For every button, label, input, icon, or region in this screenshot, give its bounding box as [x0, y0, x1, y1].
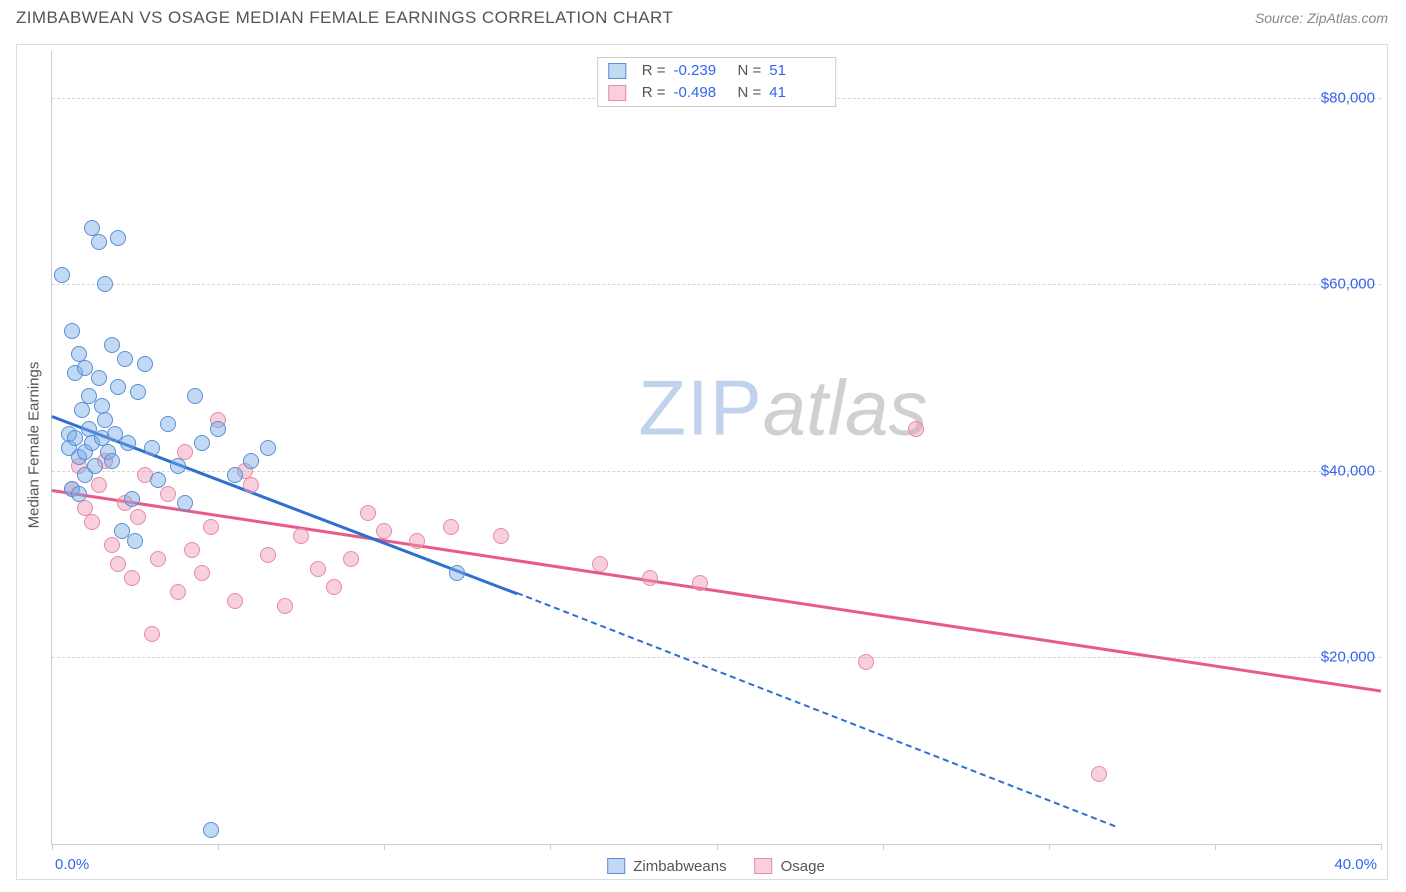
data-point: [443, 519, 459, 535]
data-point: [87, 458, 103, 474]
gridline: [52, 284, 1381, 285]
data-point: [210, 421, 226, 437]
data-point: [104, 537, 120, 553]
data-point: [203, 519, 219, 535]
data-point: [74, 402, 90, 418]
data-point: [150, 551, 166, 567]
legend-row-series-a: R = -0.239 N = 51: [608, 60, 826, 82]
data-point: [343, 551, 359, 567]
data-point: [110, 230, 126, 246]
data-point: [243, 453, 259, 469]
data-point: [184, 542, 200, 558]
y-tick-label: $80,000: [1321, 89, 1375, 106]
data-point: [120, 435, 136, 451]
legend-row-series-b: R = -0.498 N = 41: [608, 82, 826, 104]
swatch-series-b-bottom: [755, 858, 773, 874]
data-point: [493, 528, 509, 544]
y-axis-label: Median Female Earnings: [26, 362, 43, 529]
correlation-legend: R = -0.239 N = 51 R = -0.498 N = 41: [597, 57, 837, 107]
x-axis-bar: 0.0% Zimbabweans Osage 40.0%: [51, 845, 1381, 879]
data-point: [91, 370, 107, 386]
x-max-label: 40.0%: [1334, 856, 1377, 873]
data-point: [227, 593, 243, 609]
data-point: [227, 467, 243, 483]
data-point: [360, 505, 376, 521]
data-point: [127, 533, 143, 549]
data-point: [144, 626, 160, 642]
swatch-series-a: [608, 63, 626, 79]
data-point: [642, 570, 658, 586]
r-value-a: -0.239: [674, 60, 730, 82]
data-point: [203, 822, 219, 838]
data-point: [170, 458, 186, 474]
data-point: [84, 514, 100, 530]
trend-line: [52, 489, 1381, 692]
data-point: [91, 477, 107, 493]
source-attribution: Source: ZipAtlas.com: [1255, 10, 1388, 26]
legend-item-a: Zimbabweans: [607, 858, 726, 875]
data-point: [137, 356, 153, 372]
data-point: [194, 435, 210, 451]
data-point: [260, 547, 276, 563]
data-point: [124, 491, 140, 507]
y-tick-label: $40,000: [1321, 462, 1375, 479]
data-point: [376, 523, 392, 539]
data-point: [104, 337, 120, 353]
data-point: [130, 384, 146, 400]
data-point: [310, 561, 326, 577]
data-point: [277, 598, 293, 614]
trend-line-extrapolated: [517, 592, 1116, 827]
chart-title: ZIMBABWEAN VS OSAGE MEDIAN FEMALE EARNIN…: [16, 8, 673, 28]
data-point: [110, 379, 126, 395]
watermark: ZIPatlas: [638, 362, 927, 453]
data-point: [97, 276, 113, 292]
data-point: [110, 556, 126, 572]
data-point: [160, 486, 176, 502]
data-point: [130, 509, 146, 525]
data-point: [449, 565, 465, 581]
legend-item-b: Osage: [755, 858, 825, 875]
data-point: [117, 351, 133, 367]
x-tick: [1381, 844, 1382, 850]
data-point: [71, 486, 87, 502]
data-point: [293, 528, 309, 544]
data-point: [243, 477, 259, 493]
data-point: [64, 323, 80, 339]
data-point: [91, 234, 107, 250]
data-point: [858, 654, 874, 670]
y-tick-label: $20,000: [1321, 649, 1375, 666]
data-point: [260, 440, 276, 456]
x-min-label: 0.0%: [55, 856, 89, 873]
n-value-a: 51: [769, 60, 825, 82]
series-legend: Zimbabweans Osage: [607, 858, 825, 875]
data-point: [326, 579, 342, 595]
data-point: [104, 453, 120, 469]
data-point: [170, 584, 186, 600]
swatch-series-b: [608, 85, 626, 101]
data-point: [177, 495, 193, 511]
data-point: [1091, 766, 1107, 782]
data-point: [187, 388, 203, 404]
data-point: [592, 556, 608, 572]
y-tick-label: $60,000: [1321, 276, 1375, 293]
data-point: [908, 421, 924, 437]
data-point: [97, 412, 113, 428]
r-value-b: -0.498: [674, 82, 730, 104]
gridline: [52, 657, 1381, 658]
data-point: [150, 472, 166, 488]
swatch-series-a-bottom: [607, 858, 625, 874]
plot-area: ZIPatlas R = -0.239 N = 51 R = -0.498 N …: [51, 51, 1381, 845]
data-point: [692, 575, 708, 591]
data-point: [124, 570, 140, 586]
n-value-b: 41: [769, 82, 825, 104]
data-point: [194, 565, 210, 581]
data-point: [144, 440, 160, 456]
chart-container: Median Female Earnings ZIPatlas R = -0.2…: [16, 44, 1388, 880]
data-point: [160, 416, 176, 432]
data-point: [409, 533, 425, 549]
data-point: [54, 267, 70, 283]
